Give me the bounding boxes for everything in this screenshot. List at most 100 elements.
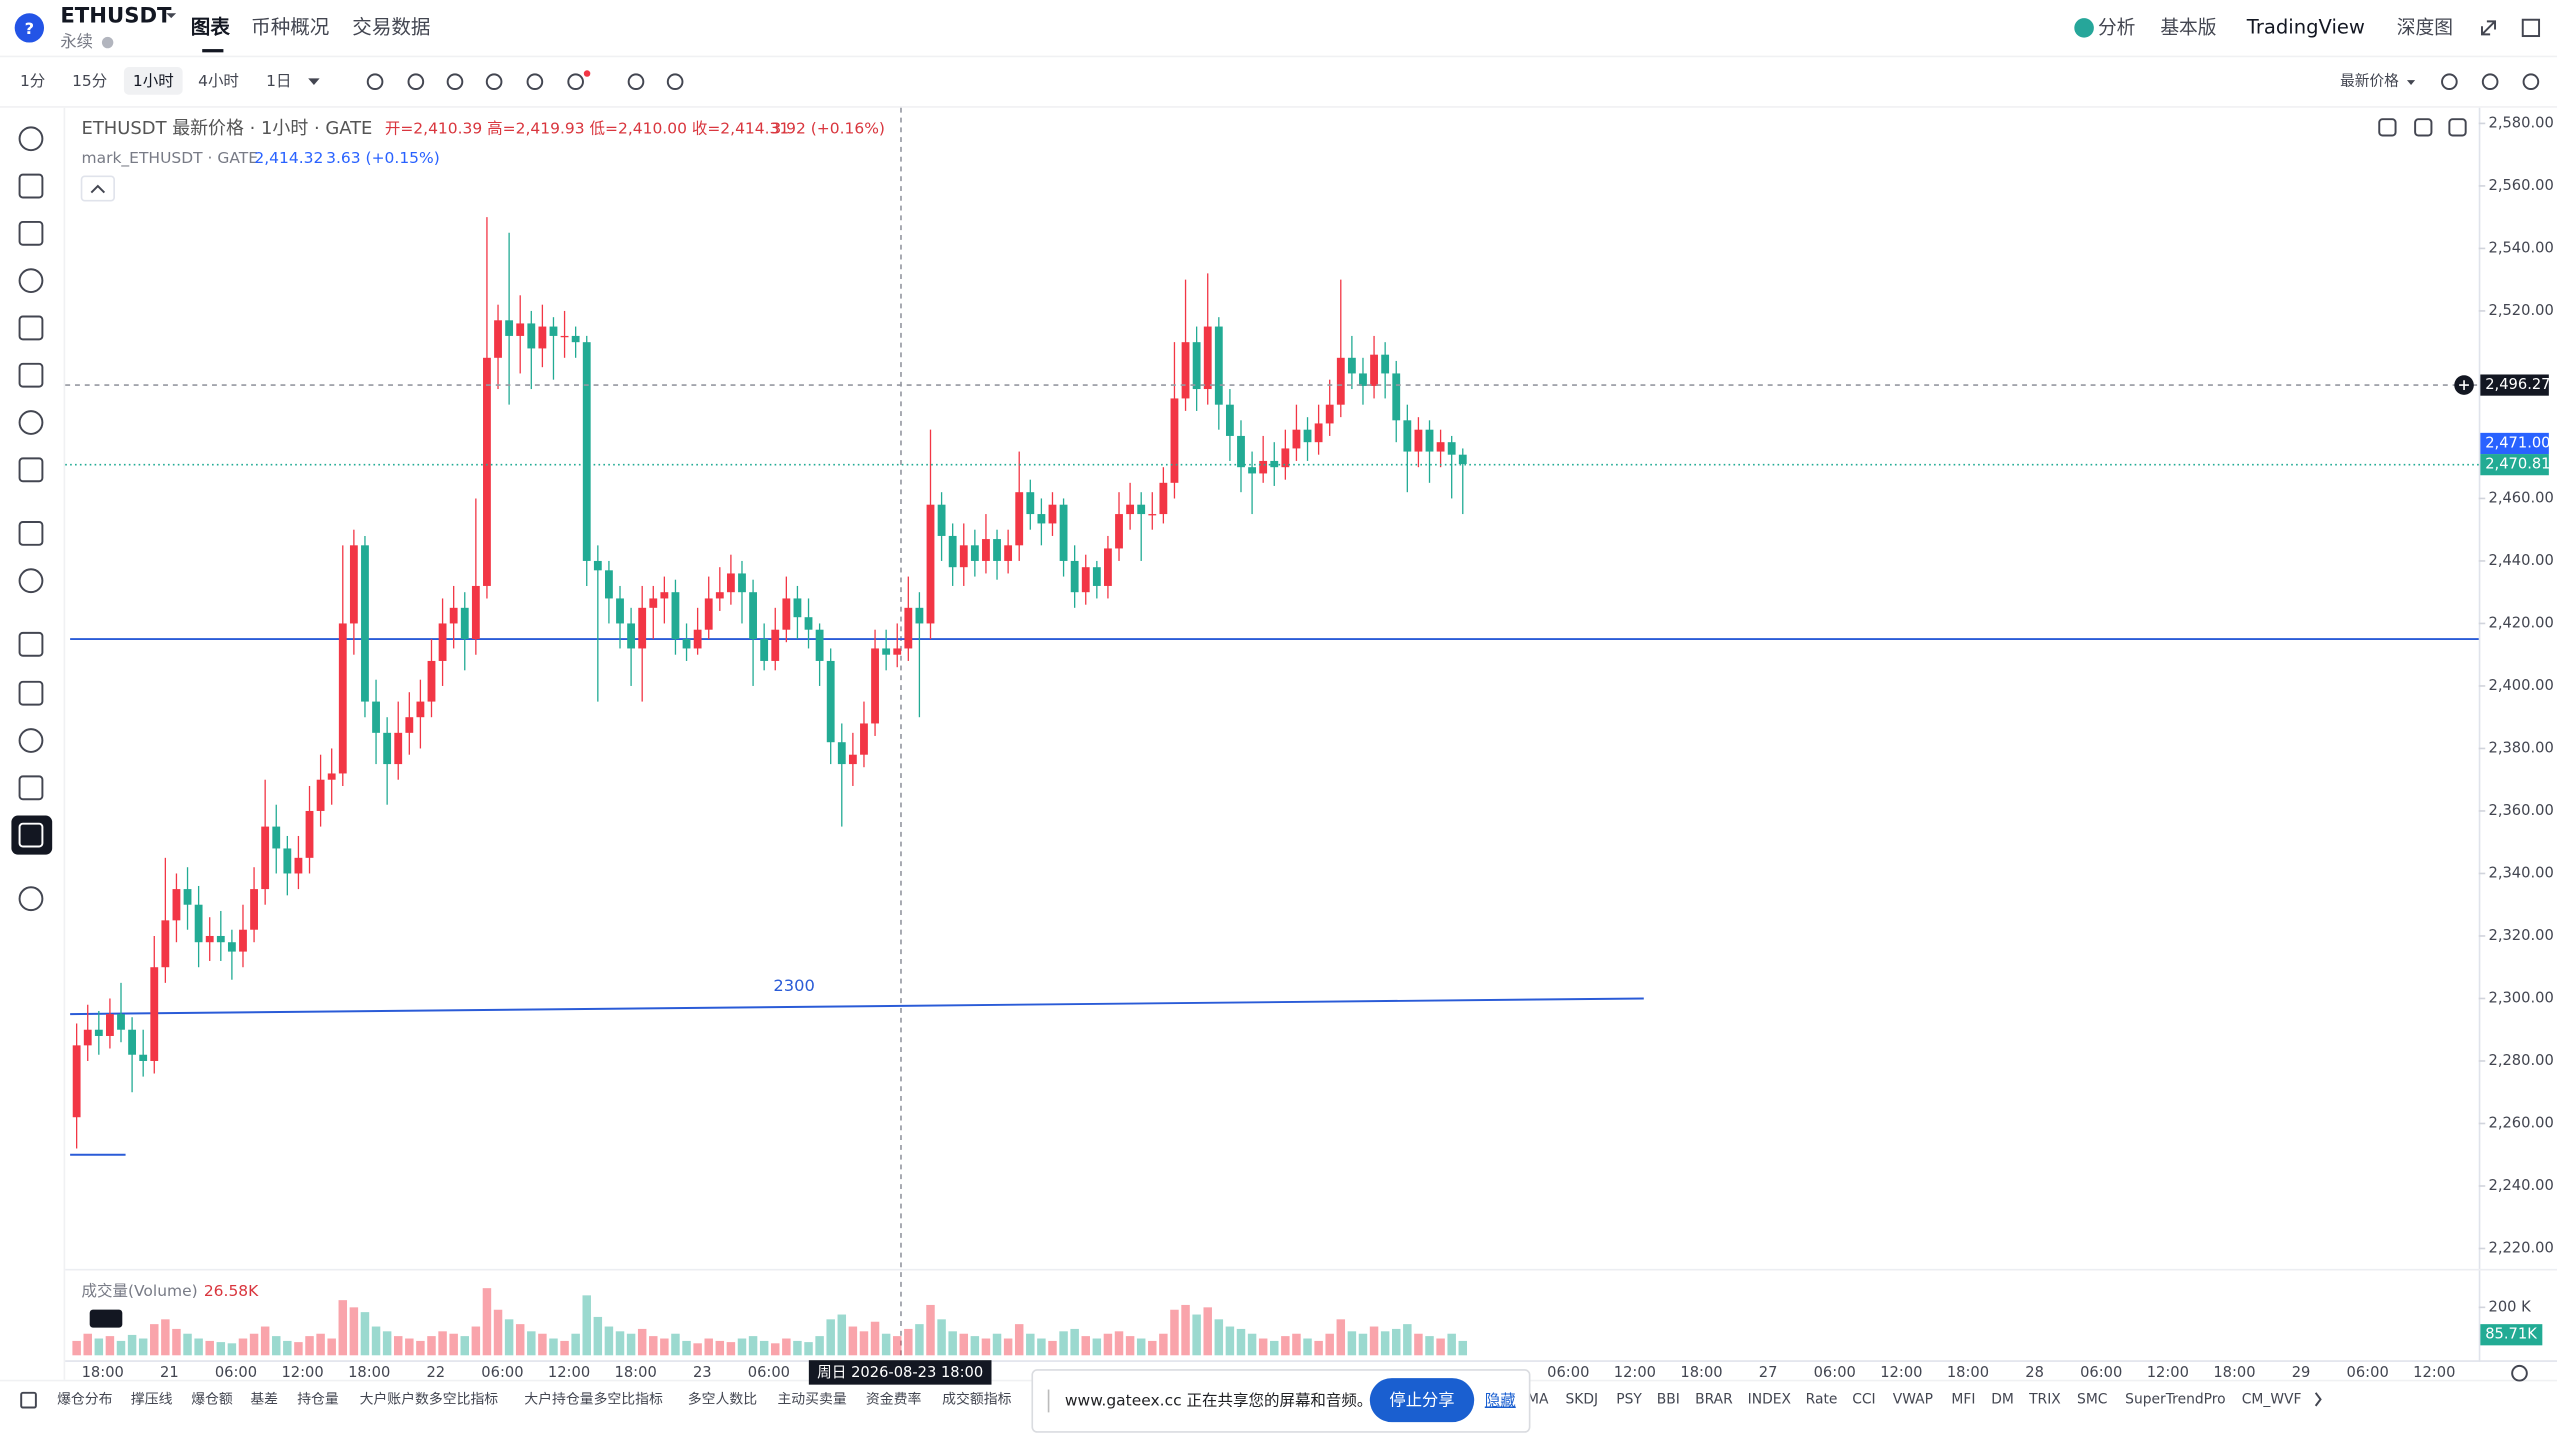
- indicator[interactable]: BRAR: [1695, 1391, 1733, 1407]
- toolbar-icon[interactable]: [485, 73, 503, 91]
- x-tick-label: 06:00: [1814, 1364, 1856, 1381]
- x-tick-label: 06:00: [1547, 1364, 1589, 1381]
- drawing-tool[interactable]: [18, 410, 44, 435]
- toolbar-icon[interactable]: [446, 73, 464, 91]
- indicator[interactable]: SMC: [2077, 1391, 2107, 1407]
- drawing-tool[interactable]: [18, 775, 44, 801]
- fullscreen-icon[interactable]: [2521, 18, 2541, 38]
- stop-share-button[interactable]: [1369, 1378, 1475, 1423]
- candle-body: [660, 592, 669, 599]
- candle-body: [760, 639, 769, 661]
- help-icon[interactable]: [14, 13, 45, 43]
- indicator[interactable]: MFI: [1951, 1391, 1975, 1407]
- drawing-tool[interactable]: [18, 680, 44, 706]
- chart-control-icon[interactable]: [2414, 118, 2433, 137]
- indicator[interactable]: DM: [1991, 1391, 2014, 1407]
- drawing-tool[interactable]: [18, 173, 44, 199]
- toolbar-right-icon[interactable]: [2522, 73, 2540, 91]
- indicator[interactable]: 成交额指标: [942, 1390, 1011, 1407]
- toolbar-icon[interactable]: [407, 73, 425, 91]
- toolbar-right-icon[interactable]: [2481, 73, 2499, 91]
- candle-body: [1148, 514, 1157, 516]
- x-tick-label: 06:00: [748, 1364, 790, 1381]
- header-menu[interactable]: TradingView: [2246, 15, 2365, 38]
- candle-body: [704, 598, 713, 630]
- indicator[interactable]: MA: [1527, 1391, 1549, 1407]
- indicator[interactable]: PSY: [1616, 1391, 1642, 1407]
- drawing-tool[interactable]: [18, 457, 44, 483]
- volume-bar: [382, 1331, 392, 1356]
- header-menu[interactable]: 深度图: [2397, 16, 2453, 38]
- interval[interactable]: 15分: [72, 72, 107, 90]
- calendar-icon[interactable]: [20, 1391, 37, 1409]
- expand-icon[interactable]: [2481, 20, 2497, 36]
- drawing-tool[interactable]: [18, 631, 44, 657]
- indicator[interactable]: 撑压线: [131, 1391, 173, 1407]
- indicator[interactable]: BBI: [1657, 1391, 1680, 1407]
- volume-bar: [904, 1328, 913, 1356]
- drawing-tool[interactable]: [18, 126, 44, 152]
- toolbar-icon[interactable]: [567, 73, 584, 91]
- indicator[interactable]: CCI: [1852, 1391, 1875, 1407]
- indicator[interactable]: 爆仓分布: [57, 1391, 113, 1407]
- toolbar-icon[interactable]: [526, 73, 544, 91]
- chart-control-icon[interactable]: [2378, 118, 2397, 137]
- indicator[interactable]: VWAP: [1893, 1391, 1933, 1407]
- drawing-tool[interactable]: [18, 568, 44, 594]
- indicator[interactable]: SuperTrendPro: [2125, 1391, 2226, 1407]
- toolbar-icon[interactable]: [666, 73, 684, 91]
- interval[interactable]: 4小时: [198, 72, 239, 90]
- indicator[interactable]: 持仓量: [297, 1391, 339, 1407]
- toolbar-right-icon[interactable]: [2441, 73, 2458, 91]
- interval[interactable]: 1小时: [133, 72, 174, 90]
- drawing-tool[interactable]: [18, 268, 44, 294]
- tab[interactable]: 图表: [191, 15, 231, 38]
- settings-icon[interactable]: [2511, 1364, 2528, 1382]
- indicator[interactable]: 大户持仓量多空比指标: [524, 1390, 663, 1407]
- candle-body: [383, 732, 392, 765]
- volume-bar: [227, 1343, 237, 1356]
- chart-control-icon[interactable]: [2448, 118, 2467, 137]
- drawing-tool[interactable]: [18, 521, 44, 546]
- indicator[interactable]: 爆仓额: [191, 1391, 233, 1407]
- collapse-button[interactable]: [80, 175, 115, 202]
- volume-bar: [471, 1326, 481, 1356]
- indicator[interactable]: CM_WVF: [2242, 1391, 2302, 1407]
- candle-body: [1392, 373, 1401, 421]
- indicator[interactable]: 基差: [250, 1390, 278, 1407]
- hide-link[interactable]: 隐藏: [1485, 1391, 1516, 1409]
- indicator-next[interactable]: [2314, 1392, 2322, 1407]
- interval[interactable]: 1分: [20, 72, 45, 90]
- candle-body: [516, 323, 525, 336]
- indicator[interactable]: 多空人数比: [688, 1390, 757, 1407]
- indicator[interactable]: 主动买卖量: [777, 1391, 846, 1407]
- candle-body: [83, 1029, 92, 1046]
- drawing-tool[interactable]: [18, 362, 44, 388]
- candle-body: [549, 326, 558, 336]
- volume-bar: [1203, 1307, 1212, 1356]
- interval-caret[interactable]: [308, 78, 320, 85]
- tab[interactable]: 交易数据: [352, 15, 430, 38]
- drawing-tool[interactable]: [18, 728, 44, 753]
- interval[interactable]: 1日: [266, 72, 291, 90]
- indicator[interactable]: TRIX: [2028, 1391, 2061, 1407]
- drawing-tool[interactable]: [18, 822, 44, 848]
- indicator[interactable]: Rate: [1806, 1391, 1838, 1407]
- drawing-tool[interactable]: [18, 886, 44, 912]
- symbol[interactable]: ETHUSDT: [60, 2, 172, 27]
- candle-body: [1170, 398, 1179, 483]
- candle-body: [194, 904, 203, 943]
- indicator[interactable]: SKDJ: [1565, 1391, 1598, 1407]
- header-menu[interactable]: 基本版: [2160, 16, 2217, 38]
- tab[interactable]: 币种概况: [251, 15, 329, 38]
- indicator[interactable]: INDEX: [1748, 1391, 1792, 1407]
- drawing-tool[interactable]: [18, 315, 44, 341]
- header-menu[interactable]: 分析: [2098, 16, 2136, 38]
- drawing-tool[interactable]: [18, 220, 44, 246]
- toolbar-icon[interactable]: [366, 73, 384, 91]
- toolbar-icon[interactable]: [627, 73, 645, 91]
- indicator[interactable]: 大户账户数多空比指标: [360, 1390, 499, 1407]
- price-source[interactable]: 最新价格: [2340, 73, 2399, 90]
- indicator[interactable]: 资金费率: [866, 1390, 922, 1407]
